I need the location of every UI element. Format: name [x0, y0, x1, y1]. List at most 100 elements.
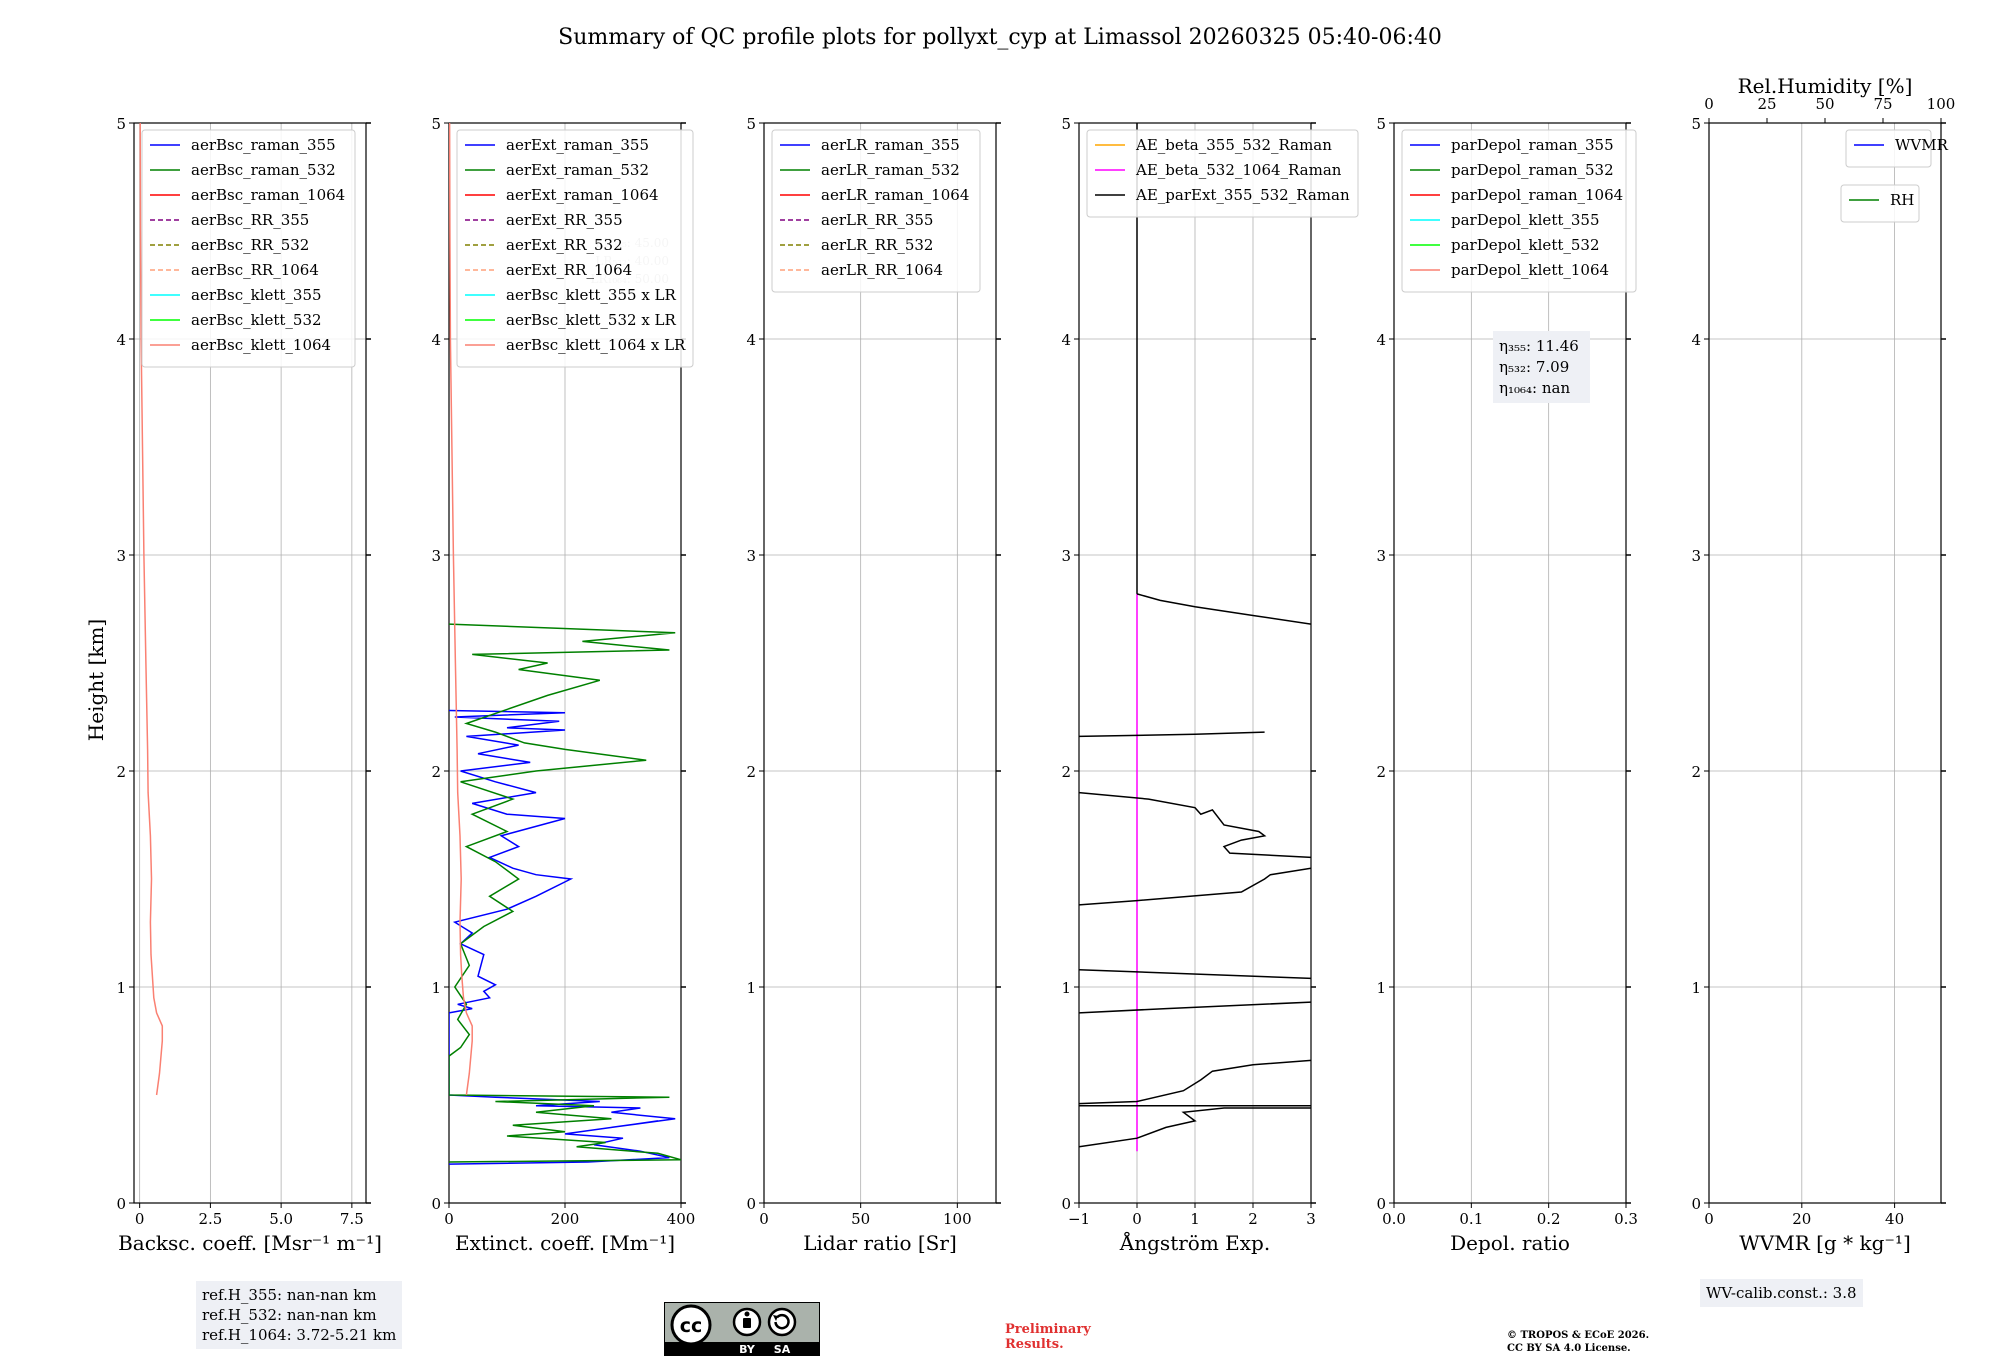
y-tick-label: 2: [1691, 763, 1701, 781]
series-aerBsc_klett_1064 x LR: [449, 123, 473, 1096]
y-tick-label: 5: [431, 115, 441, 133]
eta-note-line: η₃₅₅: 11.46: [1499, 337, 1579, 355]
top-x-tick-label: 75: [1873, 95, 1892, 113]
copyright-line-1: © TROPOS & ECoE 2026.: [1507, 1330, 1650, 1341]
y-axis-label: Height [km]: [84, 619, 108, 741]
copyright-line-2: CC BY SA 4.0 License.: [1507, 1343, 1631, 1354]
series-aerExt_raman_532: [449, 623, 681, 1163]
y-tick-label: 5: [1061, 115, 1071, 133]
eta-note-line: η₅₃₂: 7.09: [1499, 358, 1569, 376]
eta-note-box: [1493, 331, 1590, 403]
legend-label: aerBsc_klett_355 x LR: [506, 286, 677, 304]
x-tick-label: 20: [1792, 1210, 1811, 1228]
x-tick-label: 5.0: [269, 1210, 293, 1228]
wv-calib-text: WV-calib.const.: 3.8: [1706, 1284, 1857, 1302]
top-x-tick-label: 25: [1757, 95, 1776, 113]
eta-note: η₃₅₅: 11.46 η₅₃₂: 7.09 η₁₀₆₄: nan: [1493, 331, 1590, 403]
legend-box: [771, 129, 981, 293]
legend-wv: WVMR: [1845, 129, 1949, 168]
x-tick-label: −1: [1068, 1210, 1090, 1228]
legend-ext: aerExt_raman_355 aerExt_raman_532 aerExt_r…: [456, 129, 694, 368]
y-tick-label: 0: [1376, 1195, 1386, 1213]
y-tick-label: 2: [116, 763, 126, 781]
legend-label: RH: [1890, 191, 1914, 209]
x-tick-label: 0: [759, 1210, 769, 1228]
legend-box: [456, 129, 694, 368]
legend-label: aerExt_RR_532: [506, 236, 623, 254]
legend-label: aerLR_RR_355: [821, 211, 933, 229]
x-axis-label: Ångström Exp.: [1119, 1230, 1270, 1255]
legend-label: aerExt_raman_532: [506, 161, 649, 179]
series-AE_parExt_355_532_Raman: [1079, 867, 1311, 906]
y-tick-label: 5: [1376, 115, 1386, 133]
y-tick-label: 1: [431, 979, 441, 997]
y-tick-label: 4: [1061, 331, 1071, 349]
legend-box: [1086, 129, 1359, 218]
axes-frame: [1393, 122, 1627, 1204]
refh-532: ref.H_532: nan-nan km: [202, 1306, 377, 1324]
series-group: [449, 123, 681, 1165]
legend-label: aerLR_RR_532: [821, 236, 933, 254]
x-tick-label: 0: [444, 1210, 454, 1228]
y-tick-label: 4: [1691, 331, 1701, 349]
y-tick-label: 3: [1061, 547, 1071, 565]
legend-label: aerExt_raman_1064: [506, 186, 659, 204]
axes-frame: [1708, 122, 1942, 1204]
x-tick-label: 1: [1190, 1210, 1200, 1228]
legend-label: aerExt_raman_355: [506, 136, 649, 154]
top-x-tick-label: 0: [1704, 95, 1714, 113]
legend-label: AE_beta_355_532_Raman: [1135, 136, 1332, 154]
series-AE_parExt_355_532_Raman: [1079, 791, 1311, 859]
x-axis-label: Backsc. coeff. [Msr⁻¹ m⁻¹]: [118, 1231, 382, 1255]
wv-calibration-box: WV-calib.const.: 3.8: [1700, 1279, 1863, 1307]
legend-label: aerBsc_klett_532: [191, 311, 322, 329]
reference-height-box: ref.H_355: nan-nan km ref.H_532: nan-nan…: [196, 1281, 403, 1349]
legend-label: aerBsc_RR_532: [191, 236, 309, 254]
axes-frame: [133, 122, 367, 1204]
series-AE_parExt_355_532_Raman: [1079, 1107, 1311, 1148]
y-tick-label: 1: [116, 979, 126, 997]
x-tick-label: 0: [1132, 1210, 1142, 1228]
x-tick-label: 3: [1306, 1210, 1316, 1228]
axes-frame: [763, 122, 997, 1204]
refh-355: ref.H_355: nan-nan km: [202, 1286, 377, 1304]
y-tick-label: 1: [1691, 979, 1701, 997]
y-tick-label: 5: [746, 115, 756, 133]
y-tick-label: 2: [1061, 763, 1071, 781]
legend-box: [1845, 129, 1932, 168]
y-tick-label: 2: [431, 763, 441, 781]
y-tick-label: 1: [1061, 979, 1071, 997]
figure-title: Summary of QC profile plots for pollyxt_…: [558, 25, 1442, 50]
x-tick-label: 50: [851, 1210, 870, 1228]
cc-logo-text: cc: [680, 1315, 703, 1337]
top-axis-label: Rel.Humidity [%]: [1738, 74, 1913, 98]
x-tick-label: 200: [551, 1210, 580, 1228]
y-tick-label: 3: [431, 547, 441, 565]
y-tick-label: 3: [746, 547, 756, 565]
x-tick-label: 100: [943, 1210, 972, 1228]
eta-note-line: η₁₀₆₄: nan: [1499, 379, 1570, 397]
sa-label: SA: [774, 1343, 791, 1356]
y-tick-label: 2: [746, 763, 756, 781]
legend-depol: parDepol_raman_355 parDepol_raman_532 parD…: [1401, 129, 1637, 293]
series-aerBsc_klett_1064: [139, 123, 164, 1096]
x-tick-label: 400: [667, 1210, 696, 1228]
legend-label: aerLR_raman_532: [821, 161, 960, 179]
legend-label: aerBsc_klett_532 x LR: [506, 311, 677, 329]
series-aerExt_raman_355: [449, 709, 676, 1165]
x-tick-label: 7.5: [340, 1210, 364, 1228]
x-tick-label: 2: [1248, 1210, 1258, 1228]
top-x-tick-label: 100: [1927, 95, 1956, 113]
y-tick-label: 5: [116, 115, 126, 133]
y-tick-label: 4: [431, 331, 441, 349]
x-axis-label: Lidar ratio [Sr]: [803, 1231, 957, 1255]
sa-icon: [767, 1307, 797, 1337]
by-label: BY: [739, 1343, 756, 1356]
y-tick-label: 0: [431, 1195, 441, 1213]
legend-label: AE_parExt_355_532_Raman: [1135, 186, 1350, 204]
x-tick-label: 2.5: [198, 1210, 222, 1228]
legend-box: [1401, 129, 1637, 293]
legend-label: WVMR: [1895, 136, 1949, 154]
